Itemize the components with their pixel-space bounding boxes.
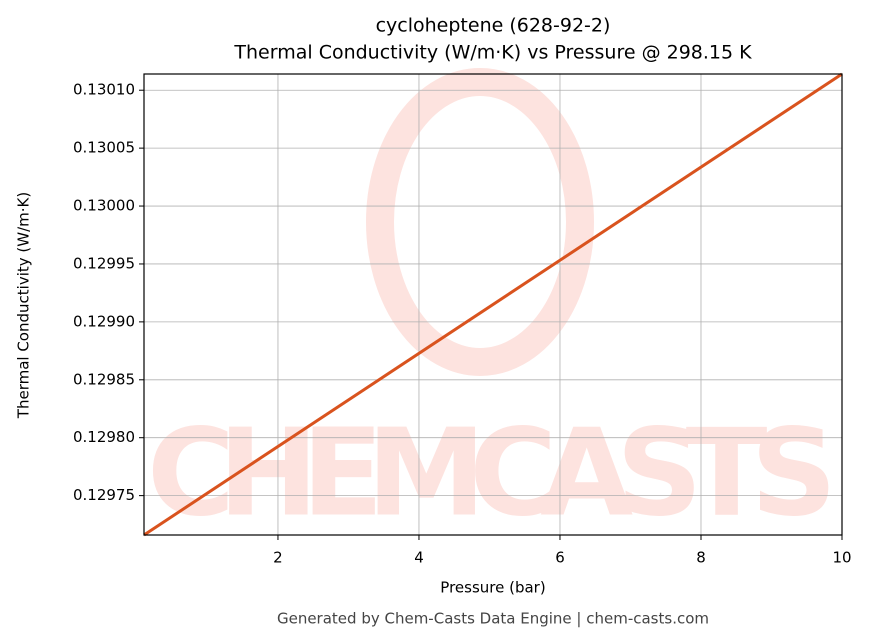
plot-frame [143, 73, 843, 536]
y-tick-label: 0.13005 [73, 139, 135, 157]
y-tick-label: 0.12995 [73, 254, 135, 272]
x-tick-label: 6 [555, 549, 565, 567]
data-line [143, 72, 843, 537]
y-tick-label: 0.12990 [73, 312, 135, 330]
x-tick-label: 8 [696, 549, 706, 567]
x-tick-label: 10 [832, 549, 851, 567]
chart-subtitle: Thermal Conductivity (W/m·K) vs Pressure… [233, 42, 752, 64]
watermark: CHEMCASTS [147, 405, 837, 544]
watermark-logo [366, 68, 594, 376]
y-axis-label: Thermal Conductivity (W/m·K) [15, 192, 33, 419]
footer: Generated by Chem-Casts Data Engine | ch… [277, 610, 709, 628]
y-tick-label: 0.13010 [73, 81, 135, 99]
y-tick-label: 0.12985 [73, 370, 135, 388]
y-tick-label: 0.12975 [73, 486, 135, 504]
x-tick-label: 2 [273, 549, 283, 567]
y-tick-label: 0.12980 [73, 428, 135, 446]
x-tick-label: 4 [414, 549, 424, 567]
x-axis-label: Pressure (bar) [440, 579, 545, 597]
y-tick-label: 0.13000 [73, 197, 135, 215]
chart-title: cycloheptene (628-92-2) [376, 15, 611, 37]
